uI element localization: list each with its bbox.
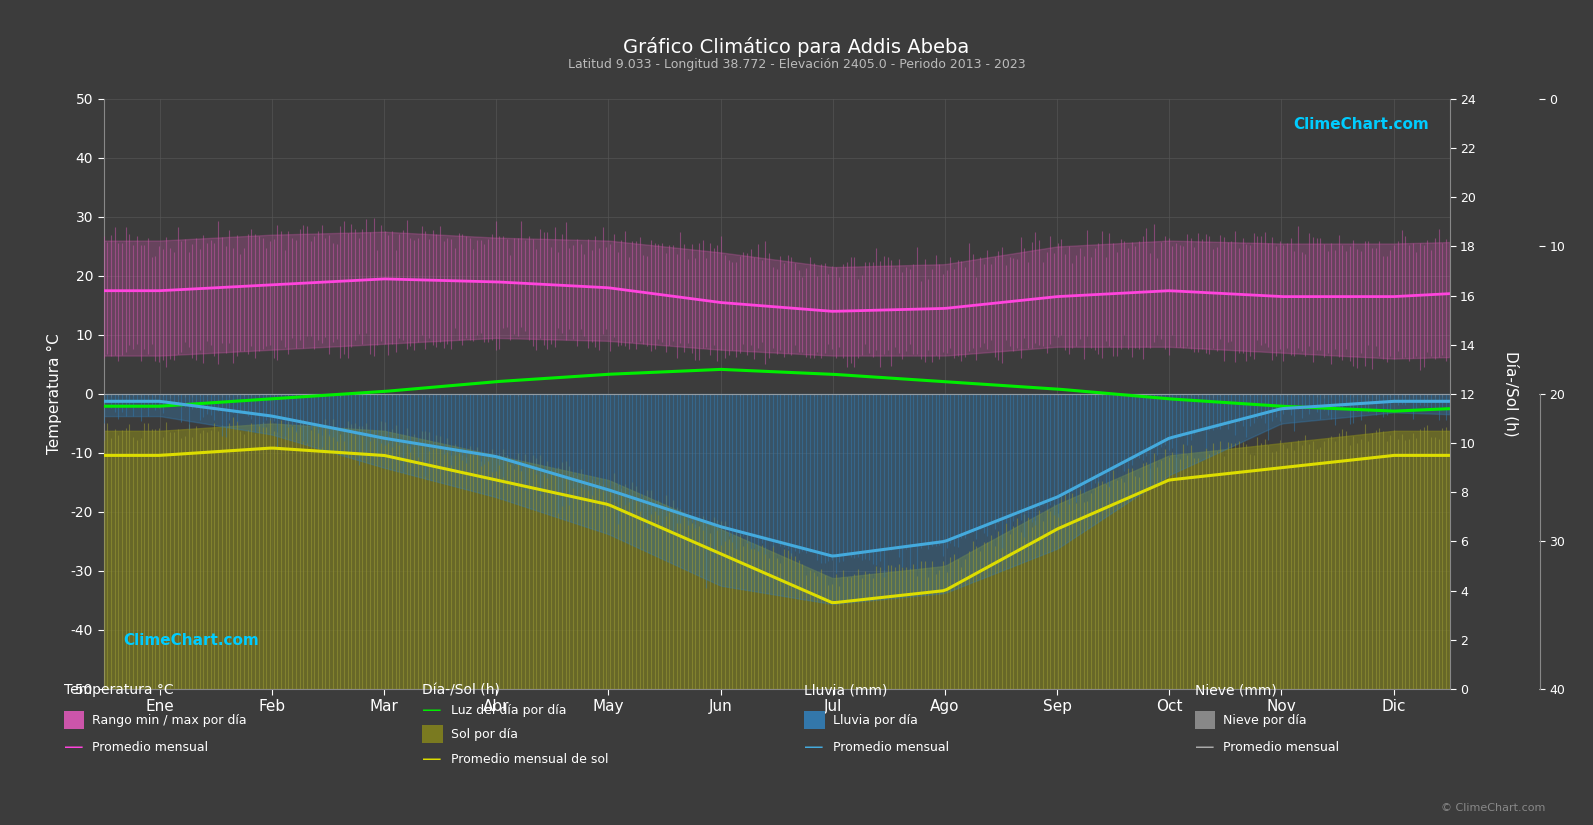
Text: Promedio mensual: Promedio mensual bbox=[92, 742, 209, 754]
Text: —: — bbox=[64, 738, 83, 757]
Text: Gráfico Climático para Addis Abeba: Gráfico Climático para Addis Abeba bbox=[623, 37, 970, 57]
Text: Sol por día: Sol por día bbox=[451, 728, 518, 741]
Y-axis label: Temperatura °C: Temperatura °C bbox=[48, 333, 62, 455]
Text: Nieve (mm): Nieve (mm) bbox=[1195, 683, 1276, 697]
Text: Nieve por día: Nieve por día bbox=[1223, 714, 1306, 727]
Y-axis label: Día-/Sol (h): Día-/Sol (h) bbox=[1504, 351, 1520, 436]
Text: Promedio mensual: Promedio mensual bbox=[833, 742, 949, 754]
Text: Día-/Sol (h): Día-/Sol (h) bbox=[422, 683, 500, 697]
Text: —: — bbox=[804, 738, 824, 757]
Text: Promedio mensual de sol: Promedio mensual de sol bbox=[451, 753, 609, 766]
Text: Latitud 9.033 - Longitud 38.772 - Elevación 2405.0 - Periodo 2013 - 2023: Latitud 9.033 - Longitud 38.772 - Elevac… bbox=[567, 58, 1026, 71]
Text: Rango min / max por día: Rango min / max por día bbox=[92, 714, 247, 727]
Text: ClimeChart.com: ClimeChart.com bbox=[124, 633, 260, 648]
Text: —: — bbox=[422, 701, 441, 720]
Text: © ClimeChart.com: © ClimeChart.com bbox=[1440, 803, 1545, 813]
Text: Temperatura °C: Temperatura °C bbox=[64, 683, 174, 697]
Text: Promedio mensual: Promedio mensual bbox=[1223, 742, 1340, 754]
Text: Luz del día por día: Luz del día por día bbox=[451, 705, 567, 718]
Text: —: — bbox=[422, 750, 441, 769]
Text: Lluvia por día: Lluvia por día bbox=[833, 714, 918, 727]
Text: Lluvia (mm): Lluvia (mm) bbox=[804, 683, 887, 697]
Text: —: — bbox=[1195, 738, 1214, 757]
Text: ClimeChart.com: ClimeChart.com bbox=[1294, 116, 1429, 132]
